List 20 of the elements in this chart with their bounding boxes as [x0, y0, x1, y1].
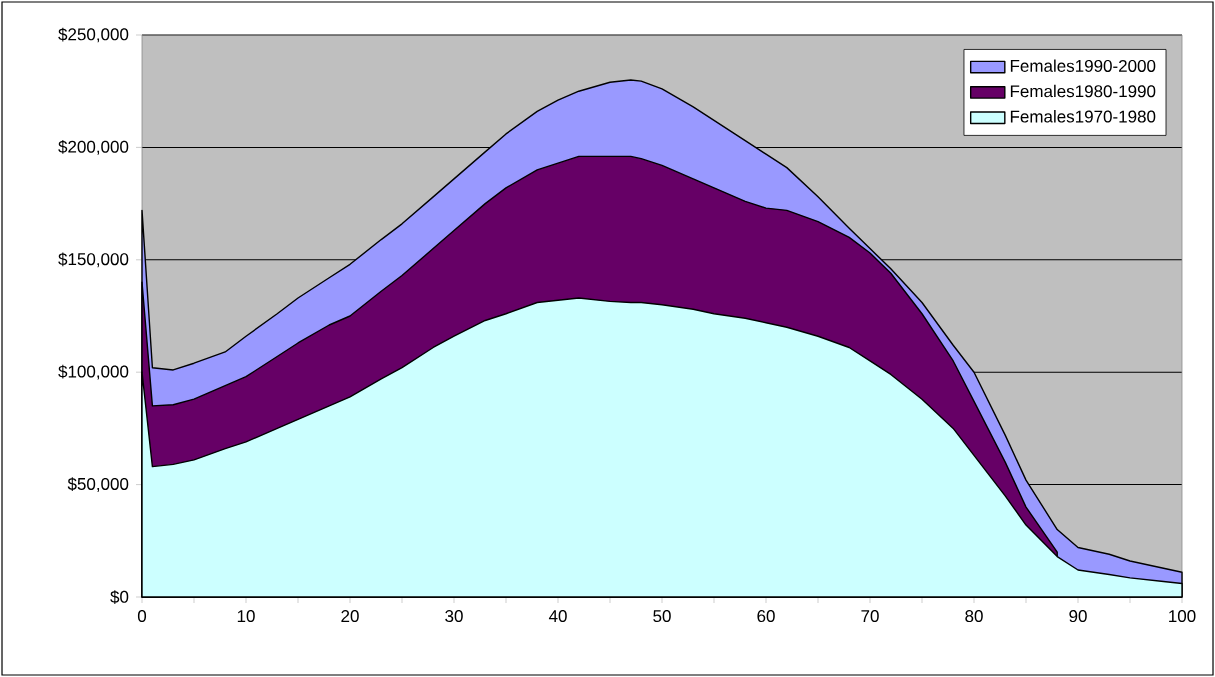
y-tick-label: $150,000: [58, 252, 129, 268]
legend-label: Females1990-2000: [1010, 59, 1156, 72]
x-tick-label: 50: [653, 610, 671, 623]
x-tick-label: 0: [137, 610, 147, 623]
x-tick-label: 90: [1069, 610, 1087, 623]
x-tick-label: 10: [237, 610, 255, 623]
x-tick-label: 70: [861, 610, 879, 623]
legend-label: Females1980-1990: [1010, 84, 1156, 98]
x-tick-label: 40: [548, 610, 567, 623]
x-tick-label: 20: [341, 610, 359, 623]
legend-label: Females1970-1980: [1010, 110, 1156, 123]
y-tick-label: $250,000: [58, 27, 129, 43]
y-tick-label: $50,000: [67, 477, 129, 492]
x-tick-label: 100: [1169, 610, 1196, 623]
x-tick-label: 60: [757, 610, 775, 623]
y-tick-label: $100,000: [58, 364, 129, 380]
y-tick-label: $200,000: [58, 140, 129, 155]
x-tick-label: 80: [965, 610, 983, 623]
x-tick-label: 30: [445, 610, 463, 623]
y-tick-label: $0: [110, 590, 129, 604]
